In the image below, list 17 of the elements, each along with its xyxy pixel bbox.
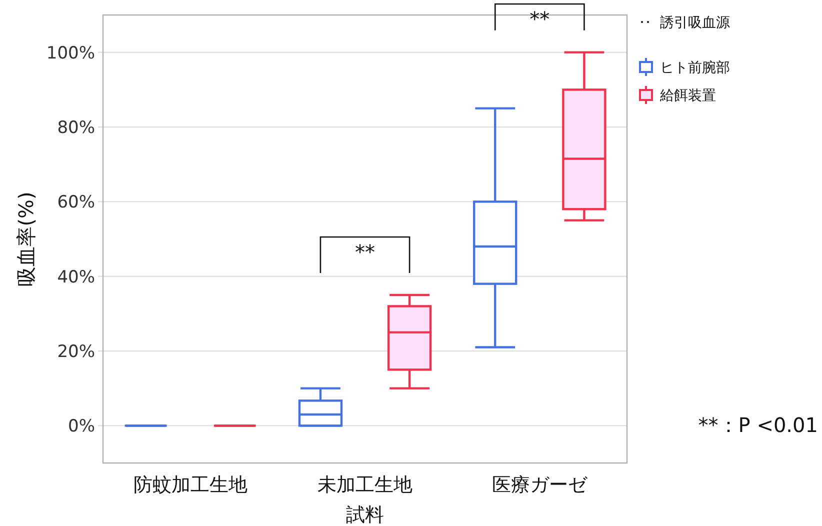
x-axis-title: 試料	[346, 504, 384, 526]
y-tick-label: 0%	[68, 416, 95, 437]
y-tick-label: 20%	[57, 342, 95, 362]
legend-title: 誘引吸血源	[660, 15, 730, 31]
x-tick-label: 未加工生地	[318, 474, 412, 496]
y-tick-label: 100%	[46, 43, 95, 64]
y-tick-label: 80%	[57, 118, 95, 138]
x-tick-label: 医療ガーゼ	[492, 474, 588, 496]
annotation: **	[530, 7, 550, 31]
y-tick-label: 40%	[57, 267, 95, 288]
x-tick-label: 防蚊加工生地	[133, 474, 248, 496]
y-tick-label: 60%	[57, 192, 95, 213]
text: **：P <0.01	[698, 413, 818, 437]
legend-label: 給餌装置	[659, 88, 716, 104]
legend-label: ヒト前腕部	[660, 60, 730, 76]
y-axis-title: 吸血率(%)	[14, 192, 38, 286]
annotation: **	[355, 240, 375, 264]
